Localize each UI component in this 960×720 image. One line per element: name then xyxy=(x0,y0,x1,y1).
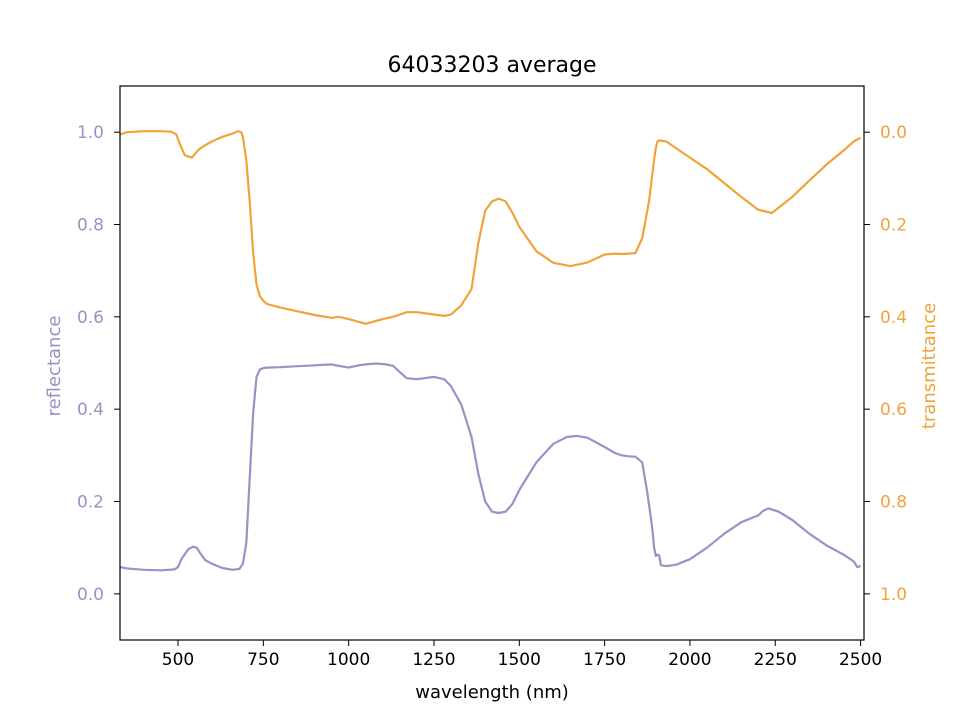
x-tick-label: 1750 xyxy=(583,650,626,670)
transmittance-series-line xyxy=(119,130,862,325)
plot-area xyxy=(119,130,862,572)
x-tick-label: 1000 xyxy=(327,650,370,670)
x-tick-label: 2500 xyxy=(839,650,882,670)
x-tick-label: 1500 xyxy=(498,650,541,670)
plot-frame xyxy=(119,85,865,641)
y-right-tick-label: 0.0 xyxy=(880,123,907,143)
x-tick-label: 2250 xyxy=(754,650,797,670)
x-tick-label: 2000 xyxy=(668,650,711,670)
x-tick-label: 500 xyxy=(162,650,194,670)
y-right-tick-label: 0.2 xyxy=(880,216,907,236)
y-left-tick-label: 0.0 xyxy=(77,585,104,605)
x-axis-label: wavelength (nm) xyxy=(415,682,569,703)
y-right-tick-label: 1.0 xyxy=(880,585,907,605)
y-left-tick-label: 0.2 xyxy=(77,493,104,513)
y-left-tick-label: 0.8 xyxy=(77,216,104,236)
y-right-tick-label: 0.8 xyxy=(880,493,907,513)
x-tick-label: 1250 xyxy=(412,650,455,670)
y-axis-label-left: reflectance xyxy=(44,316,65,417)
x-tick-label: 750 xyxy=(247,650,279,670)
y-right-tick-label: 0.6 xyxy=(880,400,907,420)
y-left-tick-label: 0.4 xyxy=(77,400,104,420)
y-left-tick-label: 1.0 xyxy=(77,123,104,143)
chart-title: 64033203 average xyxy=(387,53,596,78)
axis-ticks: 500 750 1000 1250 1500 1750 2000 2250 2500 0.0 0.2… xyxy=(77,123,907,670)
y-right-tick-label: 0.4 xyxy=(880,308,907,328)
y-left-tick-label: 0.6 xyxy=(77,308,104,328)
y-axis-label-right: transmittance xyxy=(919,303,940,429)
reflectance-series-line xyxy=(119,362,861,572)
